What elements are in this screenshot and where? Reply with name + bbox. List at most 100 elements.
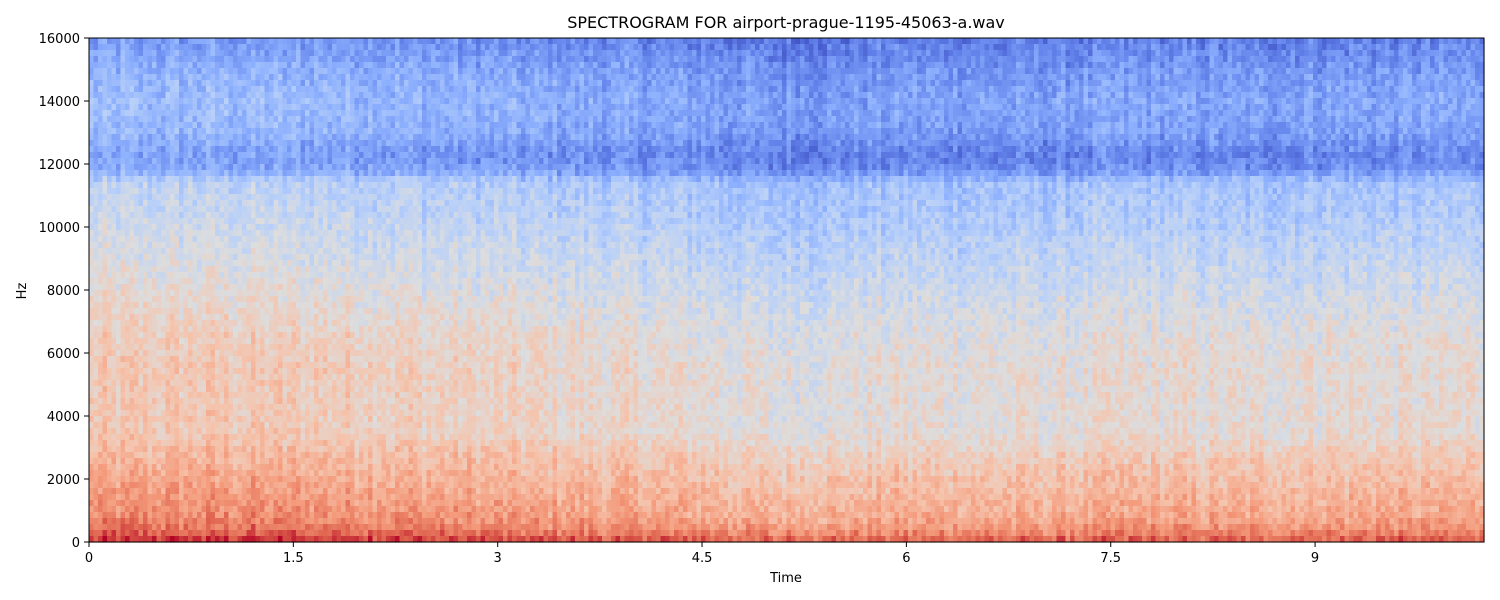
heatmap-cell (278, 68, 284, 75)
heatmap-cell (93, 134, 99, 141)
heatmap-cell (323, 386, 329, 393)
heatmap-cell (314, 170, 320, 177)
heatmap-cell (174, 116, 180, 123)
heatmap-cell (165, 158, 171, 165)
heatmap-cell (345, 80, 351, 87)
heatmap-cell (102, 218, 108, 225)
heatmap-cell (156, 350, 162, 357)
heatmap-cell (296, 380, 302, 387)
heatmap-cell (282, 524, 288, 531)
heatmap-cell (255, 470, 261, 477)
heatmap-cell (120, 428, 126, 435)
heatmap-cell (125, 512, 131, 519)
heatmap-cell (147, 506, 153, 513)
heatmap-cell (147, 68, 153, 75)
heatmap-cell (219, 188, 225, 195)
heatmap-cell (134, 428, 140, 435)
heatmap-cell (147, 152, 153, 159)
heatmap-cell (260, 152, 266, 159)
heatmap-cell (152, 338, 158, 345)
heatmap-cell (201, 122, 207, 129)
heatmap-cell (188, 314, 194, 321)
heatmap-cell (143, 524, 149, 531)
heatmap-cell (143, 428, 149, 435)
heatmap-cell (264, 476, 270, 483)
heatmap-cell (341, 212, 347, 219)
heatmap-cell (197, 332, 203, 339)
heatmap-cell (138, 350, 144, 357)
heatmap-cell (242, 146, 248, 153)
heatmap-cell (300, 500, 306, 507)
heatmap-cell (287, 80, 293, 87)
heatmap-cell (152, 110, 158, 117)
heatmap-cell (237, 266, 243, 273)
heatmap-cell (174, 296, 180, 303)
heatmap-cell (287, 218, 293, 225)
heatmap-cell (210, 68, 216, 75)
heatmap-cell (260, 440, 266, 447)
heatmap-cell (138, 410, 144, 417)
heatmap-cell (228, 434, 234, 441)
heatmap-cell (332, 140, 338, 147)
heatmap-cell (251, 212, 257, 219)
heatmap-cell (107, 320, 113, 327)
heatmap-cell (269, 68, 275, 75)
heatmap-cell (251, 50, 257, 57)
heatmap-cell (111, 152, 117, 159)
heatmap-cell (147, 164, 153, 171)
heatmap-cell (269, 146, 275, 153)
heatmap-cell (282, 482, 288, 489)
heatmap-cell (206, 386, 212, 393)
heatmap-cell (134, 320, 140, 327)
heatmap-cell (345, 98, 351, 105)
heatmap-cell (143, 392, 149, 399)
heatmap-cell (228, 50, 234, 57)
heatmap-cell (327, 158, 333, 165)
heatmap-cell (116, 266, 122, 273)
heatmap-cell (260, 410, 266, 417)
heatmap-cell (120, 296, 126, 303)
heatmap-cell (228, 494, 234, 501)
heatmap-cell (336, 362, 342, 369)
heatmap-cell (206, 260, 212, 267)
heatmap-cell (273, 362, 279, 369)
heatmap-cell (264, 536, 270, 543)
heatmap-cell (197, 500, 203, 507)
heatmap-cell (107, 176, 113, 183)
heatmap-cell (129, 392, 135, 399)
heatmap-cell (350, 134, 356, 141)
heatmap-cell (228, 272, 234, 279)
heatmap-cell (192, 290, 198, 297)
heatmap-cell (327, 122, 333, 129)
heatmap-cell (219, 290, 225, 297)
heatmap-cell (165, 116, 171, 123)
heatmap-cell (134, 536, 140, 543)
heatmap-cell (165, 356, 171, 363)
heatmap-cell (296, 68, 302, 75)
heatmap-cell (242, 104, 248, 111)
heatmap-cell (255, 326, 261, 333)
heatmap-cell (287, 482, 293, 489)
heatmap-cell (111, 494, 117, 501)
heatmap-cell (165, 524, 171, 531)
heatmap-cell (323, 272, 329, 279)
heatmap-cell (273, 92, 279, 99)
heatmap-cell (165, 392, 171, 399)
heatmap-cell (228, 212, 234, 219)
heatmap-cell (183, 122, 189, 129)
heatmap-cell (318, 458, 324, 465)
heatmap-cell (327, 260, 333, 267)
heatmap-cell (350, 518, 356, 525)
heatmap-cell (116, 68, 122, 75)
heatmap-cell (170, 182, 176, 189)
heatmap-cell (296, 440, 302, 447)
heatmap-cell (242, 248, 248, 255)
heatmap-cell (336, 74, 342, 81)
heatmap-cell (206, 488, 212, 495)
heatmap-cell (192, 152, 198, 159)
heatmap-cell (197, 404, 203, 411)
heatmap-cell (269, 164, 275, 171)
heatmap-cell (255, 506, 261, 513)
heatmap-cell (134, 386, 140, 393)
heatmap-cell (327, 92, 333, 99)
